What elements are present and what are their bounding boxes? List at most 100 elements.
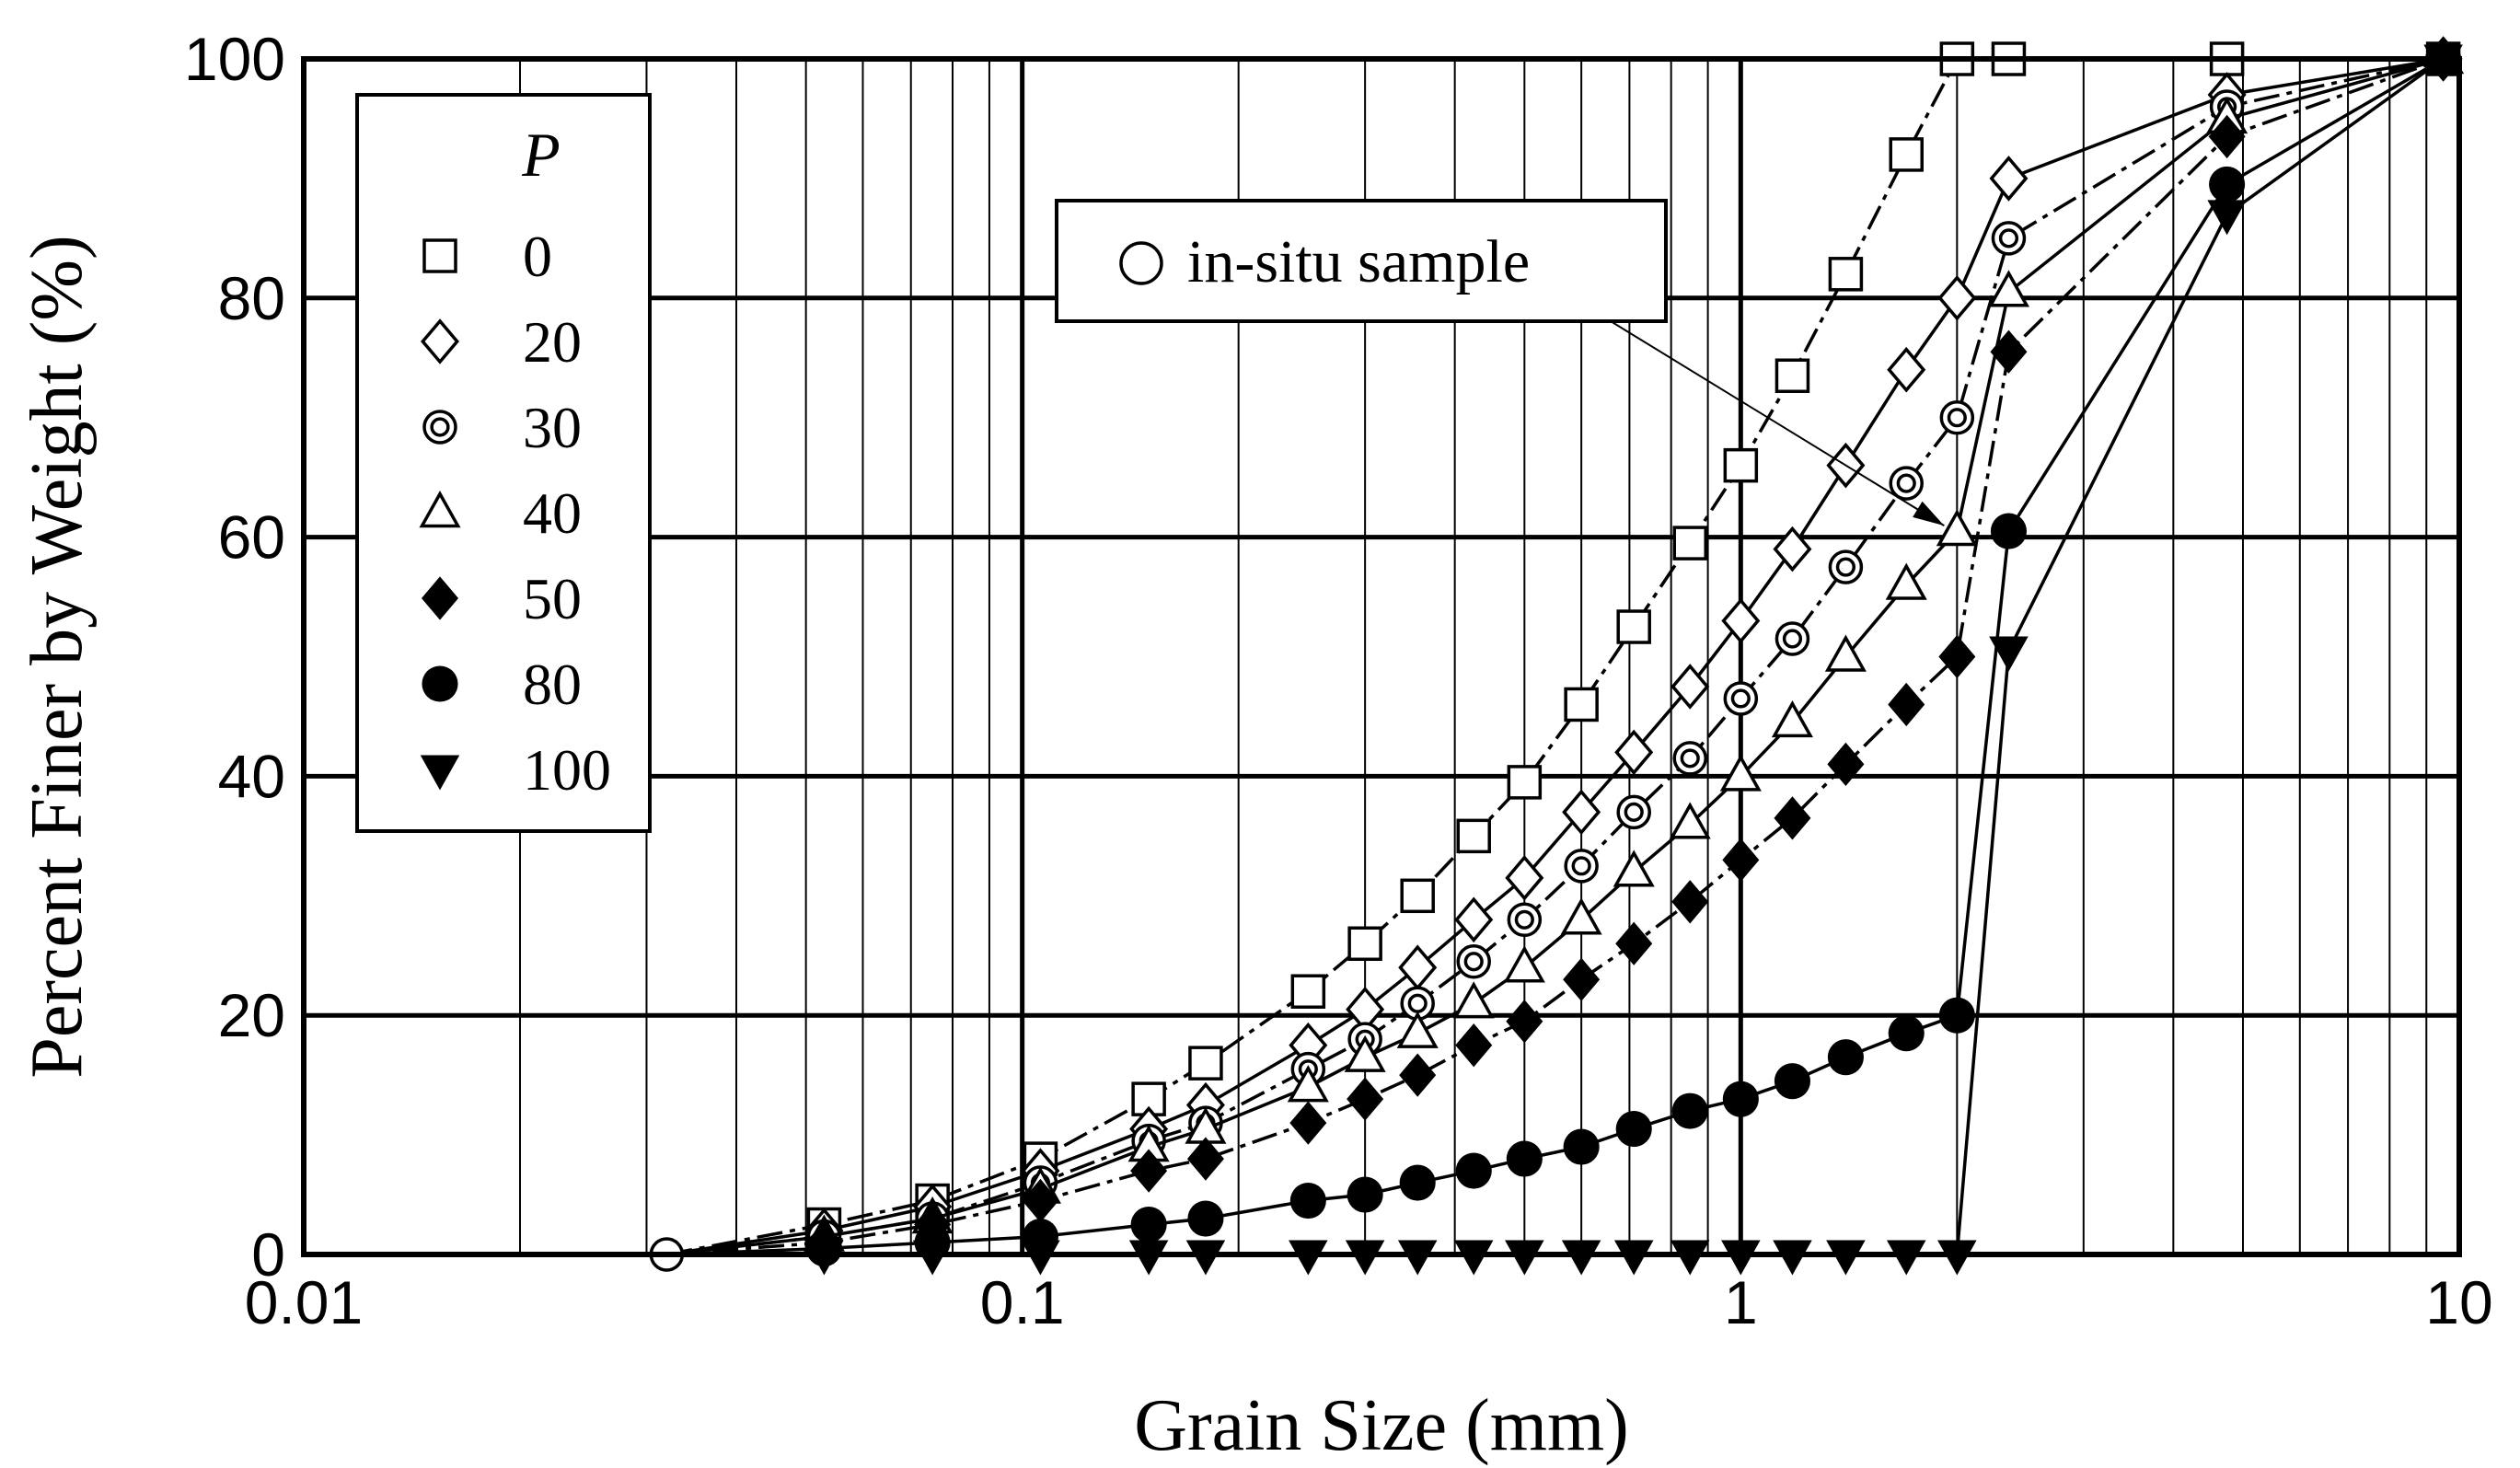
- data-point: [1562, 789, 1601, 836]
- data-point: [1719, 754, 1762, 792]
- data-point: [1507, 902, 1543, 938]
- legend-item: 100: [420, 737, 611, 803]
- legend-marker: [422, 665, 458, 702]
- y-tick-label: 40: [218, 742, 285, 810]
- data-point: [1187, 1200, 1224, 1237]
- data-point: [1888, 1015, 1925, 1052]
- data-point: [1828, 549, 1864, 584]
- legend-item: 0: [422, 224, 552, 289]
- series-line: [666, 57, 2445, 1256]
- data-point: [1616, 609, 1651, 644]
- data-point: [1987, 270, 2029, 307]
- data-point: [1506, 1000, 1543, 1044]
- data-point: [1670, 664, 1710, 710]
- x-axis-title: Grain Size (mm): [1134, 1385, 1629, 1466]
- data-point: [2208, 114, 2246, 159]
- data-point: [1989, 156, 2029, 202]
- data-point: [1827, 742, 1865, 787]
- data-point: [1186, 1137, 1224, 1181]
- data-point: [1506, 1140, 1543, 1177]
- x-tick-label: 0.1: [980, 1268, 1065, 1336]
- data-point: [1990, 329, 2028, 374]
- data-point: [1615, 1111, 1652, 1148]
- data-point: [1455, 1023, 1493, 1068]
- legend-marker: [422, 410, 457, 445]
- data-point: [1774, 796, 1811, 840]
- series-line: [666, 57, 2445, 1256]
- y-tick-label: 0: [251, 1220, 285, 1289]
- data-point: [1672, 741, 1707, 776]
- data-point: [1938, 634, 1976, 679]
- legend-marker: [421, 576, 459, 620]
- legend-item: 40: [419, 480, 582, 546]
- data-point: [1399, 1053, 1437, 1097]
- annotation: in-situ sample: [1055, 199, 1945, 526]
- data-point: [1507, 765, 1543, 800]
- data-point: [1347, 1077, 1384, 1121]
- data-point: [1888, 682, 1925, 727]
- x-tick-label: 1: [1724, 1268, 1758, 1336]
- data-point: [1616, 794, 1651, 830]
- data-point: [1773, 526, 1812, 572]
- y-axis-title: Percent Finer by Weight (%): [17, 235, 98, 1078]
- data-point: [1989, 636, 2029, 672]
- y-tick-label: 20: [218, 981, 285, 1049]
- data-point: [1130, 1149, 1168, 1193]
- data-point: [1347, 1176, 1383, 1213]
- annotation-leader-line: [1610, 320, 1945, 526]
- data-point: [1671, 880, 1709, 924]
- data-point: [1564, 849, 1599, 884]
- data-point: [1454, 896, 1494, 943]
- legend-label: 30: [523, 395, 582, 460]
- data-point: [1774, 358, 1810, 393]
- legend-title: P: [521, 120, 561, 190]
- data-point: [1827, 1039, 1864, 1076]
- data-point: [1669, 802, 1711, 839]
- data-point: [1456, 943, 1491, 979]
- legend-items: 0 20 30 40 50 80 100: [419, 224, 611, 803]
- data-point: [1936, 509, 1978, 547]
- legend-box: [355, 93, 652, 833]
- data-point: [1887, 346, 1926, 393]
- data-point: [1771, 699, 1813, 738]
- data-point: [2207, 200, 2247, 236]
- data-point: [1722, 1081, 1759, 1117]
- data-point: [1774, 1063, 1810, 1100]
- legend-label: 20: [523, 309, 582, 375]
- data-point: [1399, 1164, 1436, 1201]
- series-group: [649, 36, 2465, 1276]
- plot-border: [301, 56, 2462, 1257]
- data-point: [1722, 838, 1760, 882]
- data-point: [1344, 1035, 1386, 1072]
- y-tick-label: 80: [218, 264, 285, 332]
- data-point: [1723, 447, 1759, 483]
- y-tick-label: 60: [218, 503, 285, 572]
- data-point: [1563, 1128, 1600, 1165]
- data-point: [1347, 926, 1382, 962]
- x-tick-label: 10: [2425, 1268, 2492, 1336]
- series-line: [666, 57, 2444, 1256]
- legend-label: 0: [523, 224, 552, 289]
- data-point: [1560, 897, 1602, 935]
- data-point: [1723, 681, 1759, 716]
- data-point: [1889, 137, 1924, 172]
- annotation-circle-icon: [1119, 241, 1163, 285]
- legend-item: 30: [422, 395, 582, 460]
- data-point: [1503, 945, 1545, 983]
- legend-label: 40: [523, 480, 582, 546]
- series-line: [666, 57, 2444, 1256]
- data-point: [1937, 274, 1977, 321]
- legend-label: 80: [523, 652, 582, 717]
- legend-item: 50: [421, 566, 582, 631]
- legend-label: 50: [523, 566, 582, 631]
- data-point: [1456, 818, 1491, 854]
- data-point: [1889, 466, 1924, 501]
- data-point: [1828, 257, 1864, 292]
- data-point: [1990, 513, 2028, 549]
- annotation-label: in-situ sample: [1187, 228, 1530, 295]
- data-point: [1721, 597, 1761, 644]
- data-point: [1289, 1101, 1327, 1145]
- data-point: [1130, 1206, 1167, 1243]
- data-point: [1505, 855, 1544, 901]
